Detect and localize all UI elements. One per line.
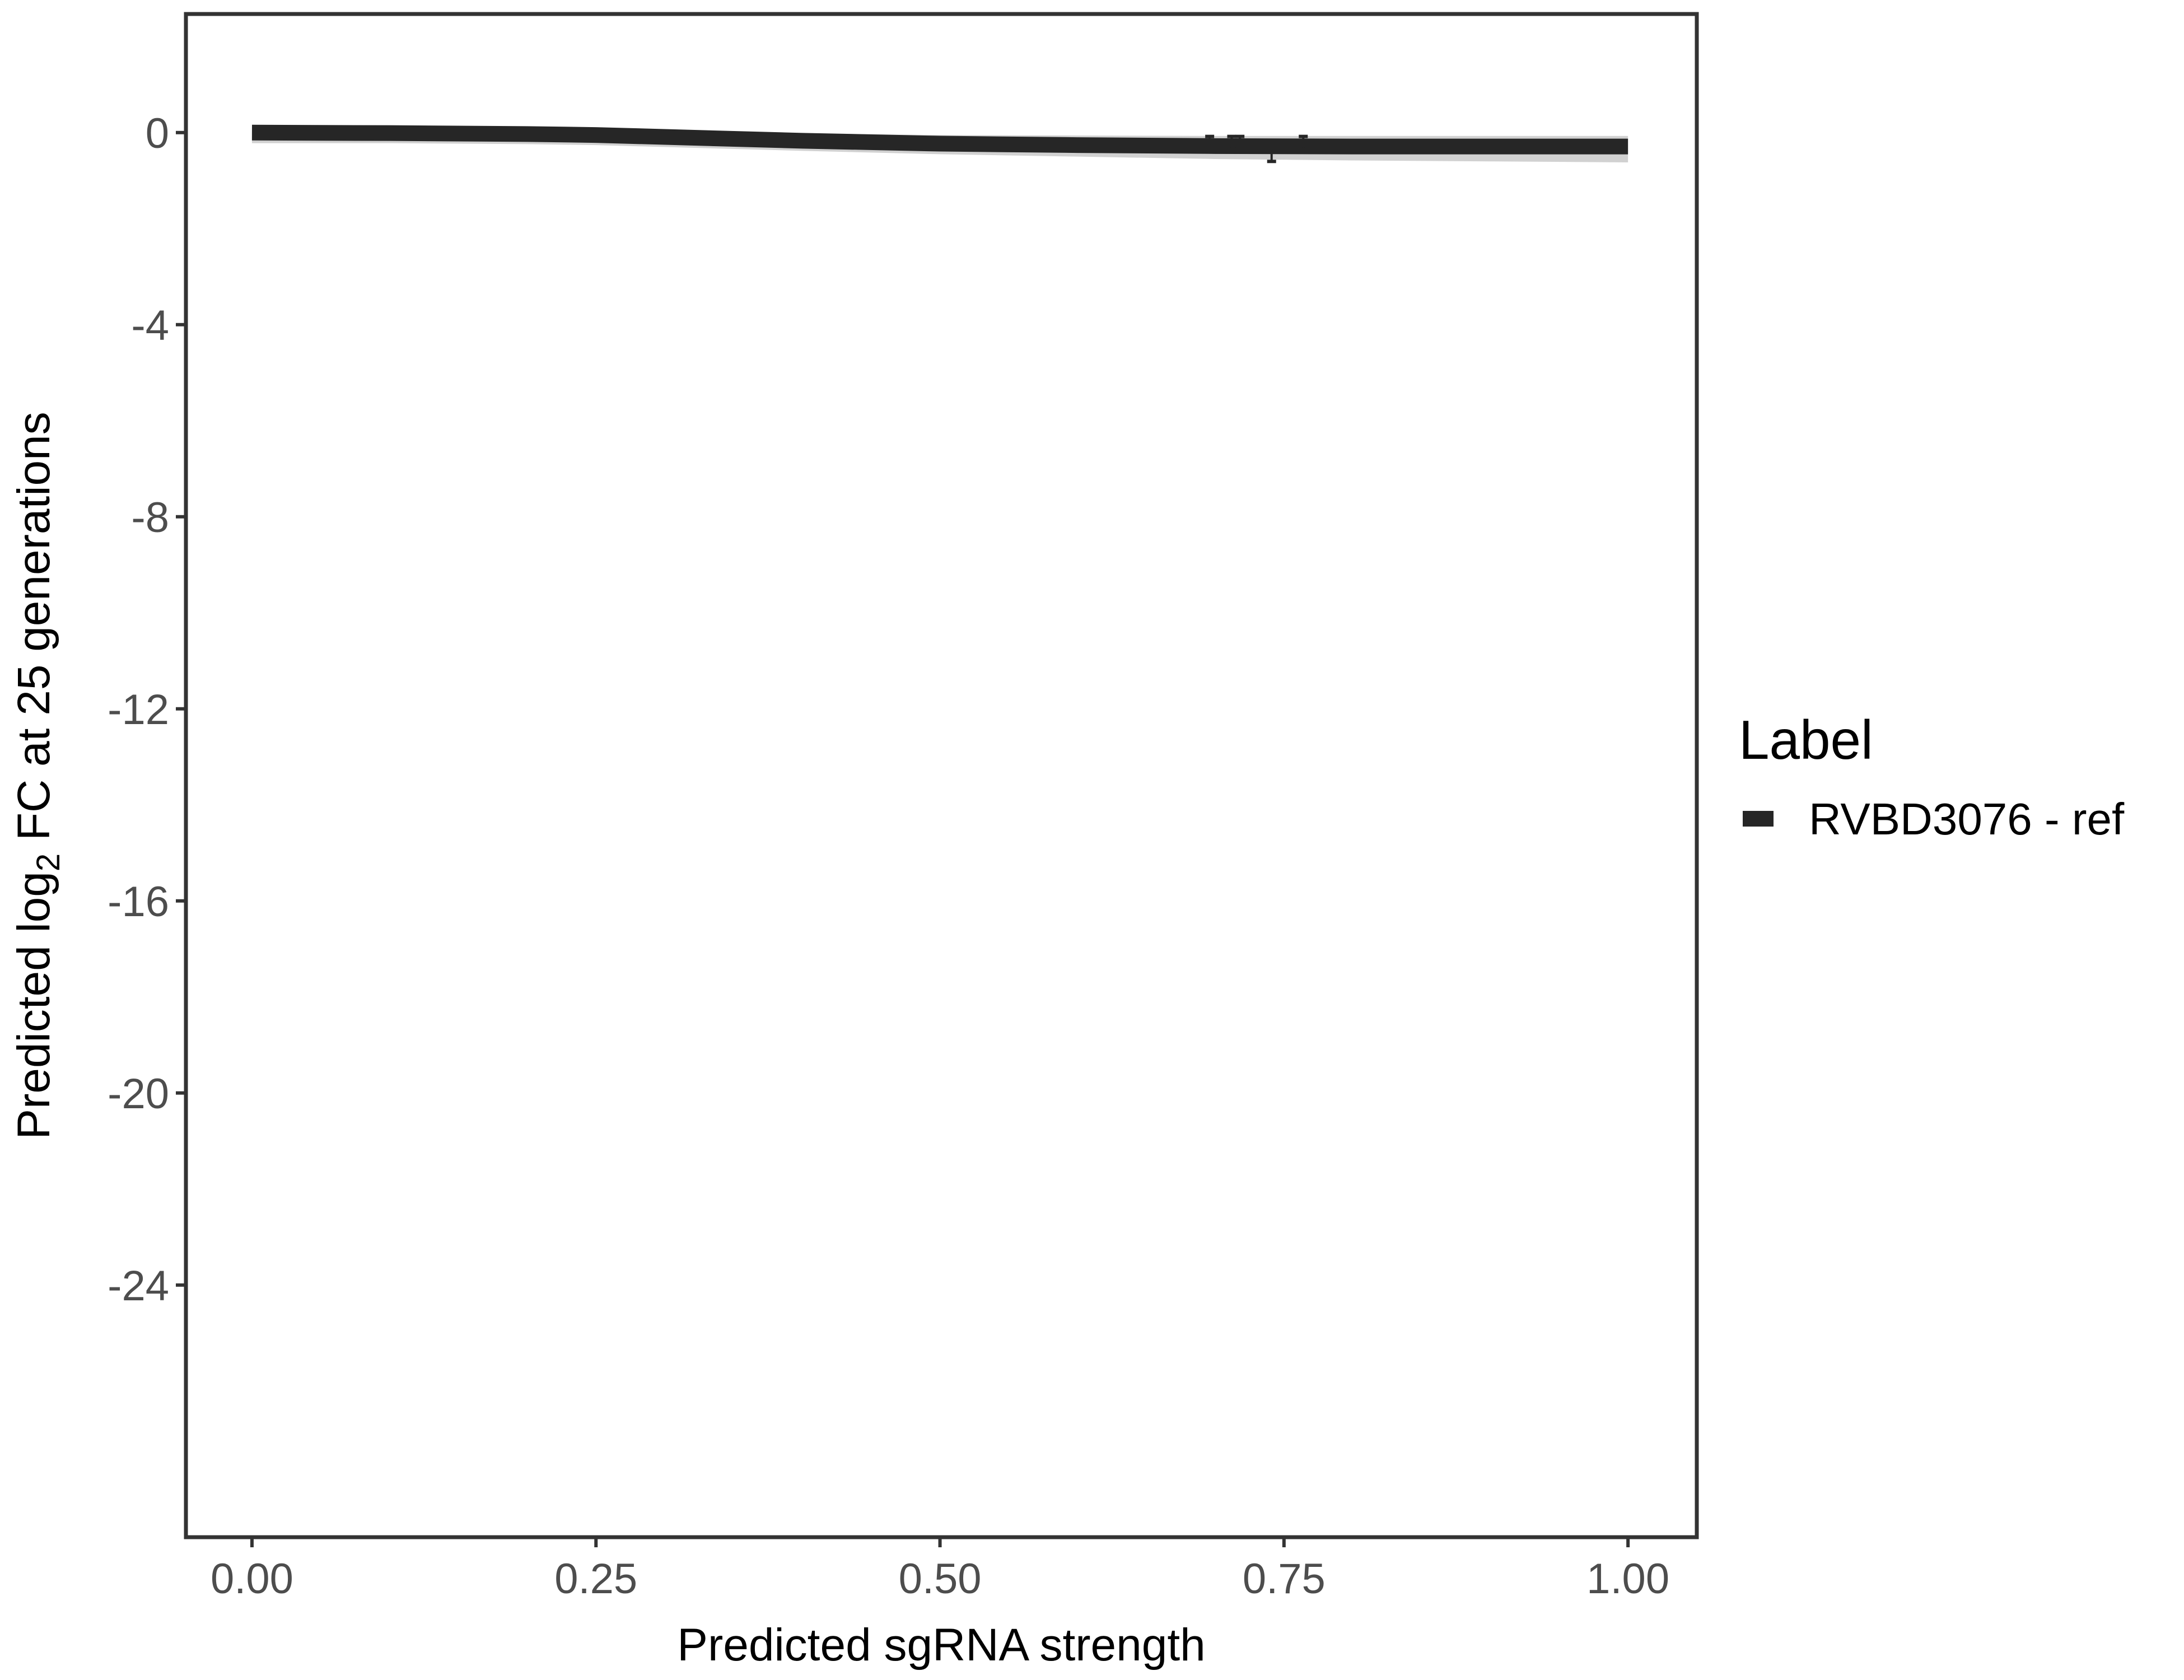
y-tick-label: -24	[108, 1262, 169, 1310]
legend-title: Label	[1739, 709, 1873, 771]
x-tick-label: 1.00	[1586, 1555, 1669, 1603]
y-tick-label: 0	[146, 110, 169, 157]
x-tick-label: 0.00	[211, 1555, 293, 1603]
y-axis: 0 -4 -8 -12 -16 -20 -24	[108, 110, 186, 1310]
error-bar	[1227, 134, 1236, 151]
y-tick-label: -12	[108, 686, 169, 734]
error-bar	[1299, 134, 1308, 151]
error-bar	[1267, 143, 1276, 164]
series-lines	[251, 124, 1628, 155]
series-line	[251, 124, 1628, 155]
x-axis-title: Predicted sgRNA strength	[677, 1620, 1205, 1670]
plot-panel-border	[184, 12, 1699, 1539]
legend-key	[1743, 811, 1774, 827]
y-tick-label: -16	[108, 878, 169, 926]
x-axis: 0.00 0.25 0.50 0.75 1.00	[211, 1537, 1669, 1603]
y-tick-label: -4	[131, 302, 169, 349]
legend-entry: RVBD3076 - ref	[1809, 794, 2125, 844]
y-axis-title: Predicted log2 FC at 25 generations	[8, 412, 67, 1139]
x-tick-label: 0.25	[554, 1555, 637, 1603]
y-tick-label: -20	[108, 1070, 169, 1118]
error-bars	[1205, 134, 1308, 164]
legend: Label RVBD3076 - ref	[1739, 709, 2125, 844]
error-bar	[1205, 134, 1215, 151]
x-tick-label: 0.50	[899, 1555, 982, 1603]
error-bar	[1235, 134, 1245, 151]
x-tick-label: 0.75	[1243, 1555, 1326, 1603]
y-tick-label: -8	[131, 494, 169, 542]
